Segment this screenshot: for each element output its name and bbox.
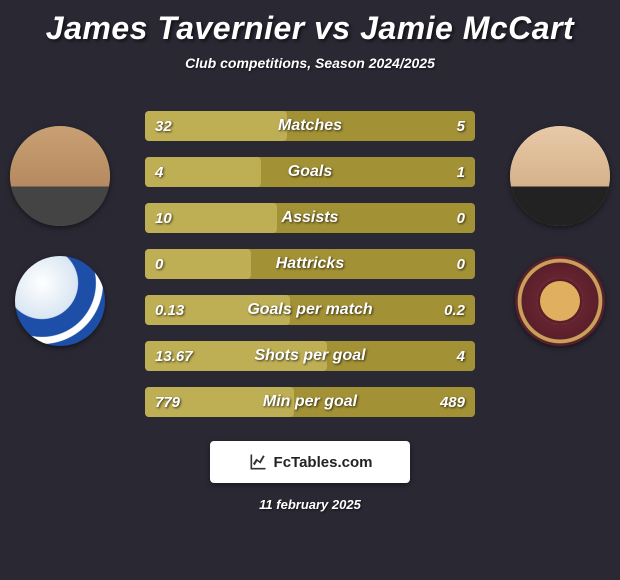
footer-date: 11 february 2025: [0, 497, 620, 512]
player-left-avatar: [10, 126, 110, 226]
club-left-badge: [10, 251, 110, 351]
page-title: James Tavernier vs Jamie McCart: [0, 0, 620, 47]
stat-row: 0.130.2Goals per match: [145, 295, 475, 325]
club-badge-icon: [15, 256, 105, 346]
club-badge-icon: [515, 256, 605, 346]
avatar-placeholder-icon: [10, 126, 110, 226]
stat-row: 779489Min per goal: [145, 387, 475, 417]
stat-label: Goals per match: [145, 295, 475, 325]
chart-icon: [248, 452, 268, 472]
stat-label: Min per goal: [145, 387, 475, 417]
source-label: FcTables.com: [274, 454, 373, 471]
stat-label: Hattricks: [145, 249, 475, 279]
stat-row: 41Goals: [145, 157, 475, 187]
source-badge[interactable]: FcTables.com: [210, 441, 410, 483]
page-subtitle: Club competitions, Season 2024/2025: [0, 55, 620, 71]
stat-label: Goals: [145, 157, 475, 187]
club-right-badge: [510, 251, 610, 351]
stat-row: 00Hattricks: [145, 249, 475, 279]
stat-label: Shots per goal: [145, 341, 475, 371]
stat-row: 13.674Shots per goal: [145, 341, 475, 371]
player-right-avatar: [510, 126, 610, 226]
comparison-panel: 325Matches 41Goals 100Assists 00Hattricks 0.…: [0, 101, 620, 512]
stat-bars: 325Matches 41Goals 100Assists 00Hattricks 0.…: [145, 101, 475, 417]
stat-label: Assists: [145, 203, 475, 233]
avatar-placeholder-icon: [510, 126, 610, 226]
stat-row: 325Matches: [145, 111, 475, 141]
stat-row: 100Assists: [145, 203, 475, 233]
stat-label: Matches: [145, 111, 475, 141]
